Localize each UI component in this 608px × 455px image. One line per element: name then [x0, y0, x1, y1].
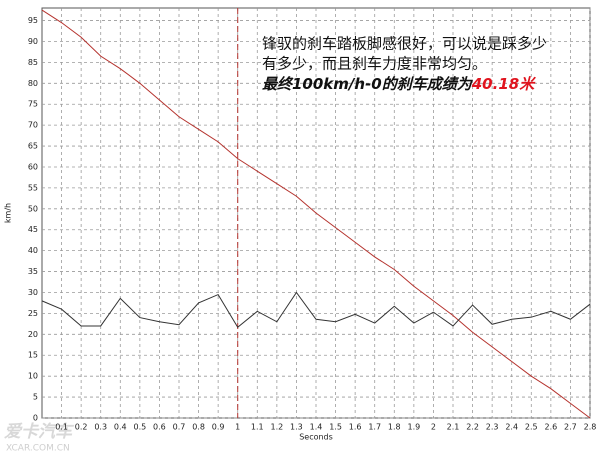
watermark-logo: 爱卡汽车 [4, 422, 75, 442]
y-tick-label: 90 [28, 37, 38, 46]
x-tick-label: 1.4 [310, 423, 323, 432]
x-tick-label: 0.8 [192, 423, 205, 432]
x-tick-label: 2 [431, 423, 436, 432]
x-tick-label: 2.6 [544, 423, 557, 432]
y-tick-label: 75 [28, 100, 38, 109]
x-tick-label: 0.9 [212, 423, 225, 432]
y-tick-label: 50 [28, 204, 38, 213]
y-tick-label: 70 [28, 121, 38, 130]
y-tick-label: 45 [28, 225, 38, 234]
result-prefix: 最终100km/h-0的刹车成绩为 [262, 75, 474, 93]
y-tick-label: 85 [28, 58, 38, 67]
x-tick-label: 2.2 [466, 423, 479, 432]
y-tick-label: 35 [28, 267, 38, 276]
series-line [41, 291, 591, 328]
y-tick-label: 60 [28, 162, 38, 171]
grid [42, 8, 591, 419]
watermark-url: XCAR.COM.CN [6, 444, 70, 454]
x-tick-label: 1.6 [349, 423, 362, 432]
y-tick-label: 80 [28, 79, 38, 88]
x-tick-label: 1.2 [270, 423, 283, 432]
x-tick-label: 0.1 [55, 423, 68, 432]
x-tick-label: 0.4 [114, 423, 127, 432]
x-tick-label: 0.2 [75, 423, 88, 432]
x-tick-label: 1.3 [290, 423, 303, 432]
y-tick-label: 95 [28, 16, 38, 25]
annotation-line: 有多少，而且刹车力度非常均匀。 [262, 55, 487, 73]
y-tick-label: 5 [33, 393, 38, 402]
x-tick-label: 2.8 [584, 423, 597, 432]
y-tick-label: 40 [28, 246, 38, 255]
x-tick-label: 2.4 [505, 423, 518, 432]
annotation-line: 锋驭的刹车踏板脚感很好，可以说是踩多少 [262, 35, 547, 53]
x-tick-label: 0.6 [153, 423, 166, 432]
x-tick-label: 0.7 [173, 423, 186, 432]
x-tick-label: 0.3 [94, 423, 107, 432]
x-tick-label: 0.5 [133, 423, 146, 432]
series-line [41, 9, 591, 419]
y-tick-label: 65 [28, 142, 38, 151]
y-tick-label: 25 [28, 309, 38, 318]
x-tick-label: 1.8 [388, 423, 401, 432]
x-tick-label: 1 [235, 423, 240, 432]
y-tick-label: 55 [28, 183, 38, 192]
y-tick-label: 20 [28, 330, 38, 339]
y-tick-label: 10 [28, 372, 38, 381]
result-value: 40.18米 [471, 75, 536, 93]
x-tick-label: 1.5 [329, 423, 342, 432]
y-tick-label: 15 [28, 351, 38, 360]
annotation-result: 最终100km/h-0的刹车成绩为40.18米 [262, 75, 536, 93]
x-tick-label: 2.1 [447, 423, 460, 432]
x-tick-label: 1.7 [368, 423, 381, 432]
y-axis-label: km/h [4, 203, 13, 223]
x-axis-label: Seconds [299, 433, 333, 442]
y-tick-label: 30 [28, 288, 38, 297]
x-tick-label: 2.3 [486, 423, 499, 432]
x-tick-label: 1.1 [251, 423, 264, 432]
x-tick-label: 1.9 [407, 423, 420, 432]
y-tick-label: 0 [33, 414, 38, 423]
x-tick-label: 2.7 [564, 423, 577, 432]
marks [41, 9, 591, 419]
x-tick-label: 2.5 [525, 423, 538, 432]
